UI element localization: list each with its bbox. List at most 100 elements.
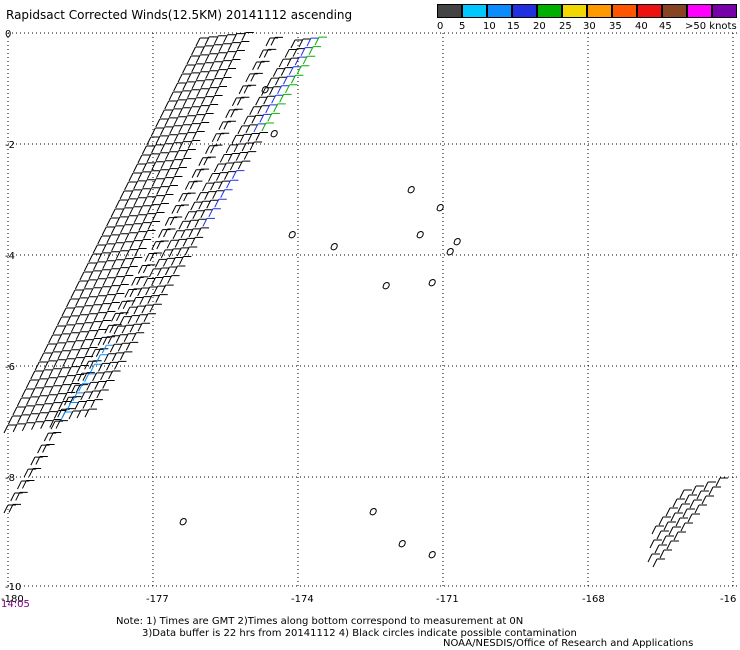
wind-barb [34,361,48,371]
wind-barb [187,89,200,99]
wind-barb [62,358,75,367]
wind-barb [39,403,53,412]
note-line-1: Note: 1) Times are GMT 2)Times along bot… [116,616,524,627]
wind-barb [26,396,39,406]
wind-barb [129,223,142,232]
wind-barb [182,115,196,124]
wind-barb [61,307,75,317]
wind-barb [270,36,283,46]
wind-barb [186,219,199,229]
wind-barb [236,41,250,50]
wind-barb [143,277,156,287]
wind-barb [191,97,205,106]
wind-barb [121,324,135,334]
wind-barb [35,456,48,465]
wind-barb [247,132,261,142]
wind-barb [173,265,186,275]
x-tick-label: -16 [720,594,736,605]
legend-swatch [612,4,637,18]
wind-barb [102,260,115,270]
legend-swatch [712,4,737,18]
legend-label: 5 [459,21,466,32]
wind-barb [97,252,111,262]
wind-barb [167,275,180,284]
wind-barb [160,126,173,136]
wind-barb [661,535,674,545]
wind-barb [106,361,119,371]
legend-label: >50 knots [685,21,737,32]
wind-barb [280,67,294,76]
wind-barb [39,369,52,379]
wind-barb [151,241,164,250]
wind-barb [49,402,62,411]
wind-barb [190,236,204,246]
wind-barb [159,276,172,285]
wind-barb [100,371,113,381]
wind-barb [182,237,196,247]
wind-barb [265,104,278,114]
legend-swatch [587,4,612,18]
wind-barb [16,480,30,490]
wind-barb [168,108,182,118]
wind-barb [37,444,50,454]
wind-barb [174,167,187,176]
wind-barb [187,140,201,149]
wind-barb [97,336,111,346]
wind-barb [205,104,219,113]
wind-barb [196,192,209,201]
wind-barb [169,176,183,185]
wind-barb [142,179,155,189]
wind-barb [96,389,109,399]
wind-barb [243,151,257,160]
wind-barb [204,36,218,46]
note-line-2: 3)Data buffer is 22 hrs from 20141112 4)… [142,628,577,639]
wind-barb [154,258,168,268]
wind-barb [210,144,223,154]
wind-barb [169,142,182,151]
legend-swatch [462,4,487,18]
wind-barb [21,479,35,489]
wind-barb [94,329,107,338]
legend-swatch [437,4,462,18]
y-tick-label: -2 [5,140,15,151]
wind-barb [74,280,88,290]
wind-barb [200,209,213,218]
wind-barb [86,381,99,391]
wind-barb [195,37,208,47]
wind-barb [125,266,138,275]
wind-barb [106,251,120,261]
wind-barb [231,170,245,179]
x-tick-label: -171 [436,594,459,605]
wind-barb [40,420,53,429]
wind-barb [213,35,227,45]
wind-barb [160,160,173,169]
wind-barbs [3,32,728,568]
wind-barb [133,231,147,240]
wind-barb [285,84,298,94]
wind-barb [80,391,93,401]
wind-barb [115,199,128,209]
wind-barb [223,51,236,60]
wind-barb [48,385,62,394]
wind-barb [128,172,142,182]
wind-barb [82,372,95,381]
wind-barb [93,295,107,304]
wind-barb [182,64,195,74]
wind-barb [21,405,35,415]
wind-barb [654,544,667,554]
wind-barb [71,357,84,366]
wind-barb [302,55,316,65]
wind-barb [257,60,270,70]
wind-barb [12,406,25,416]
island-outline [382,282,390,290]
wind-barb [67,366,80,375]
wind-barb [12,423,26,433]
legend-swatch [537,4,562,18]
wind-barb [174,238,188,248]
wind-barb [30,387,44,397]
wind-barb [17,414,30,424]
wind-barb [119,190,133,200]
wind-barb [215,172,229,181]
x-tick-label: -168 [582,594,605,605]
wind-barb [261,122,274,132]
